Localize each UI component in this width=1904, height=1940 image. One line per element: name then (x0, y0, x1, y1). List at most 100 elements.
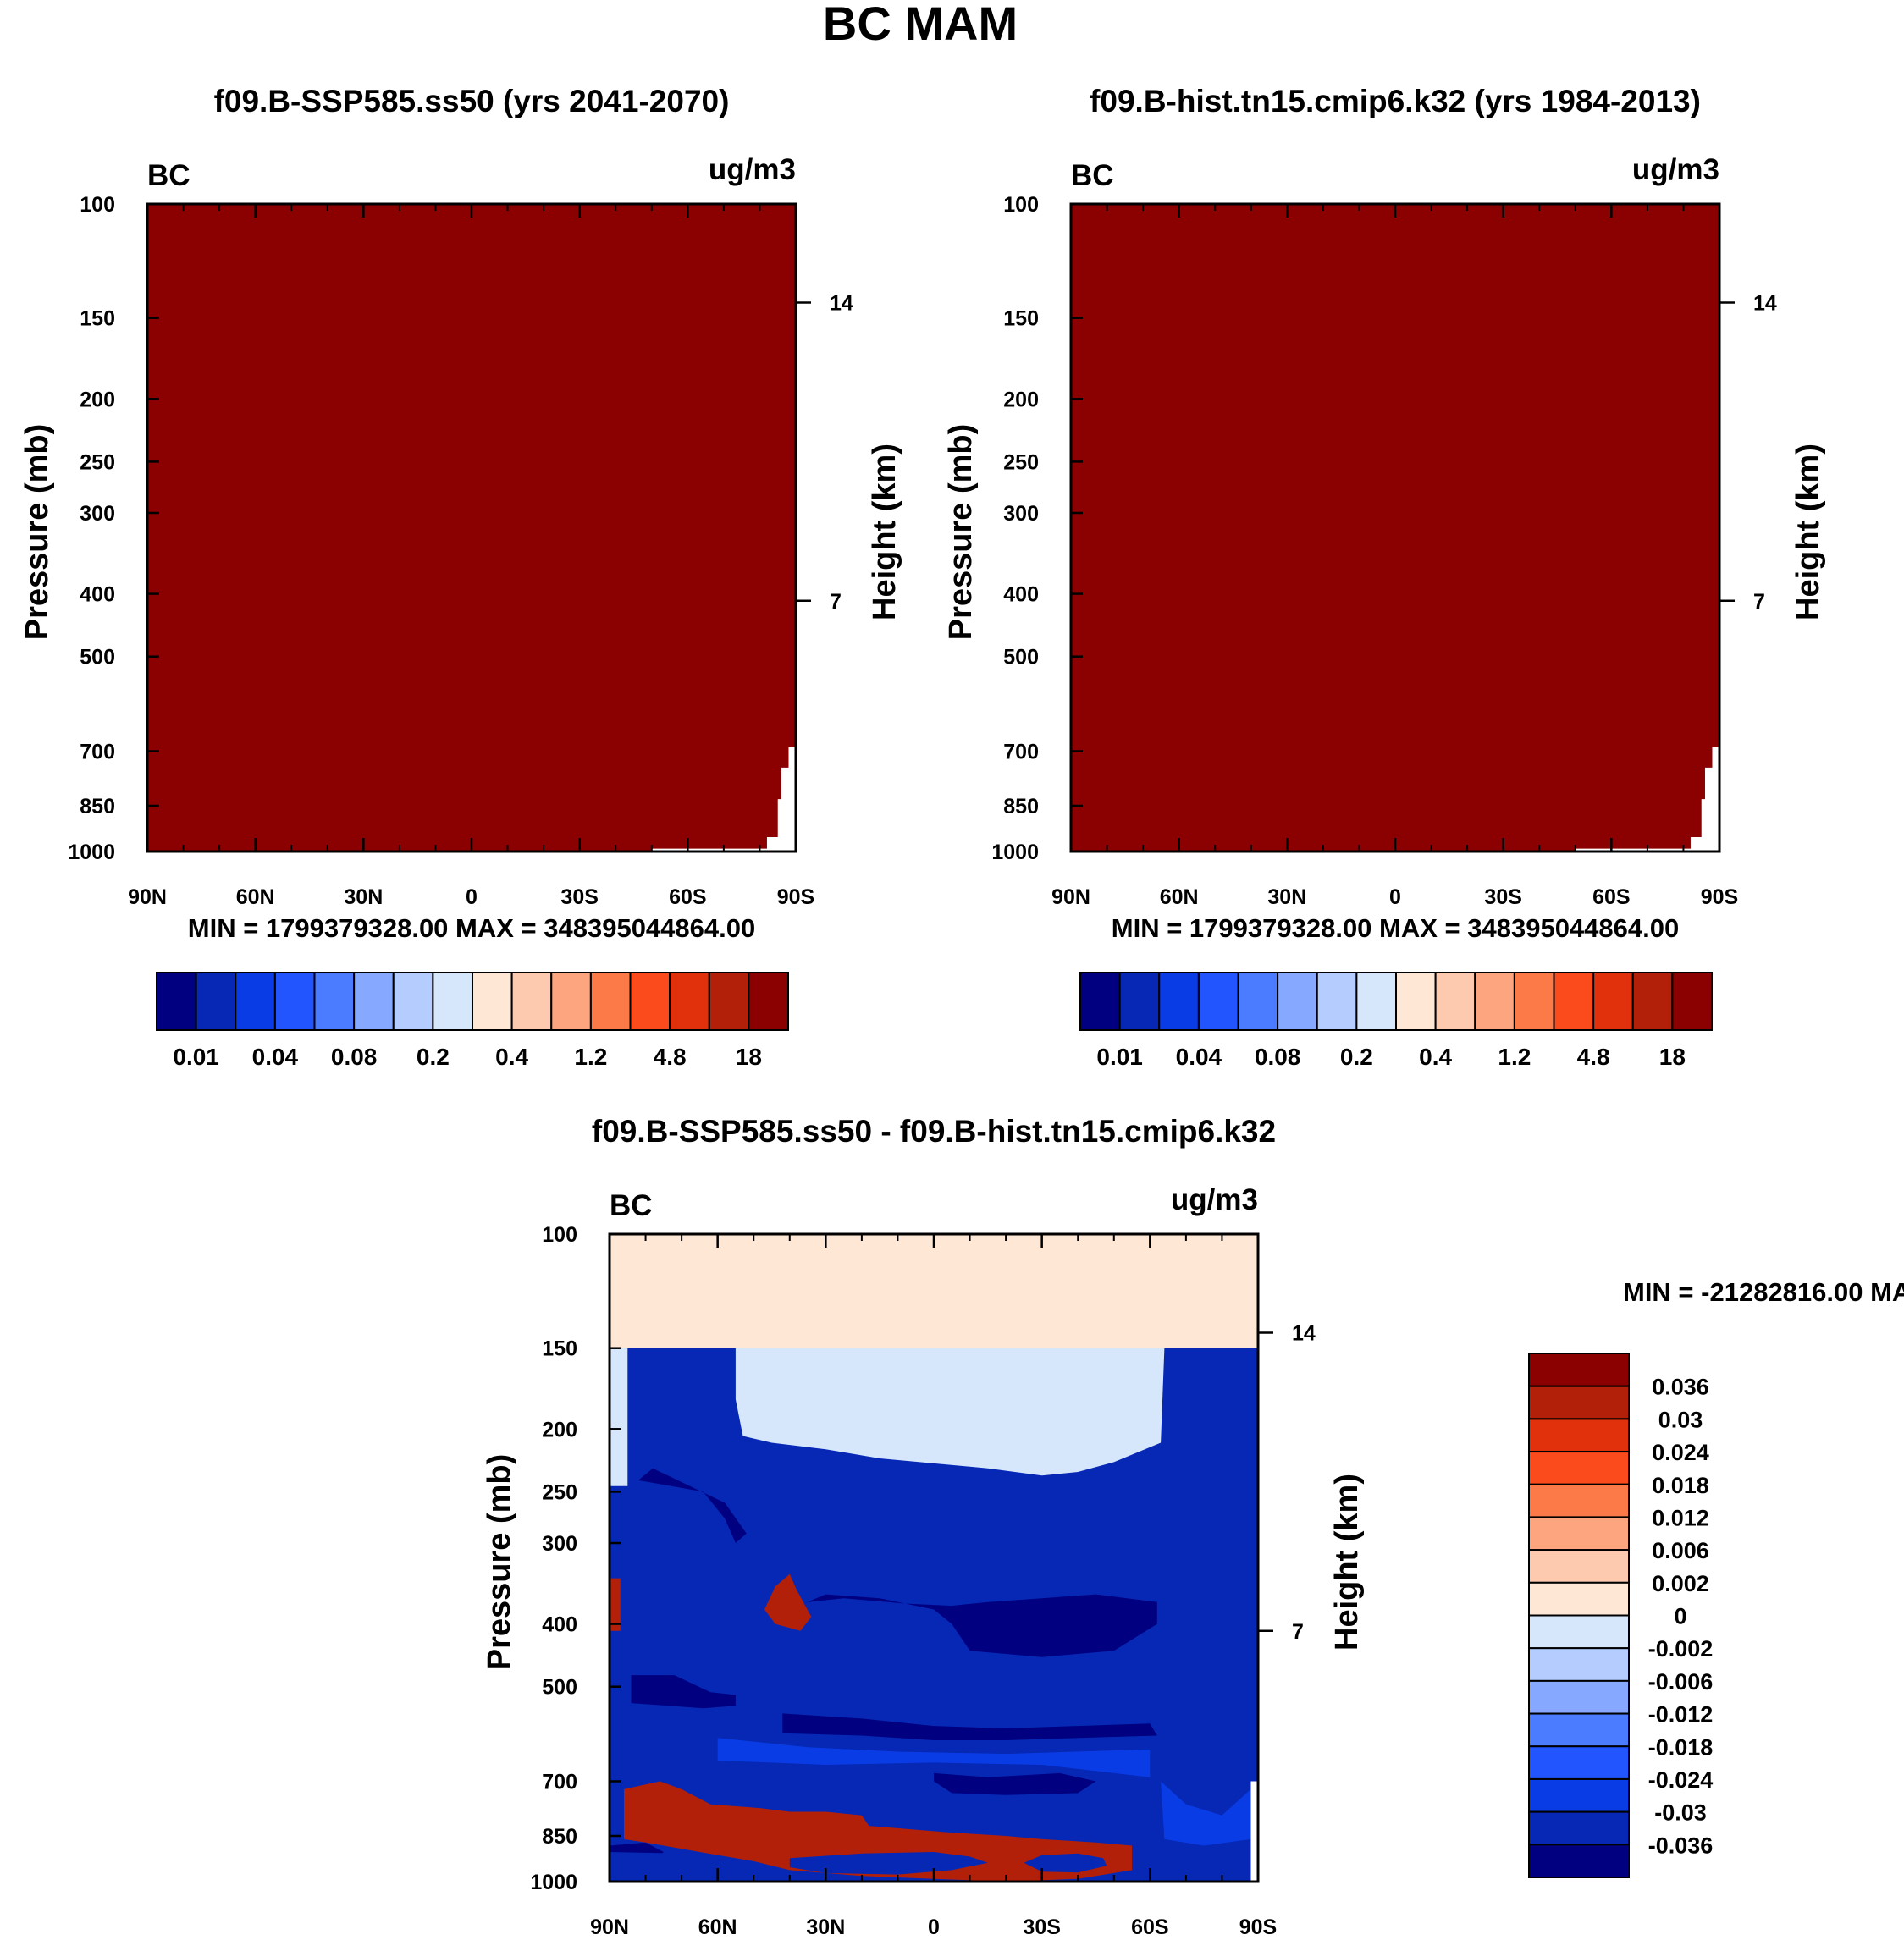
colorbar-box (1528, 1353, 1630, 1387)
x-tick-label: 60N (698, 1915, 737, 1939)
contour-dark-patch (631, 1675, 736, 1709)
colorbar-box (1079, 972, 1121, 1031)
colorbar-label: 0.04 (252, 1044, 299, 1070)
y-tick-label: 200 (542, 1418, 577, 1441)
colorbar-label: 0.01 (173, 1044, 219, 1070)
y-tick-label: 300 (80, 502, 115, 526)
contour-light-polar (610, 1348, 628, 1486)
y-tick-label: 500 (80, 646, 115, 670)
y-tick-label: 400 (1003, 583, 1039, 607)
colorbar-box (195, 972, 237, 1031)
colorbar-box (1528, 1647, 1630, 1682)
min-max-label: MIN = 1799379328.00 MAX = 348395044864.0… (1112, 913, 1679, 943)
colorbar-label: 0.002 (1652, 1571, 1709, 1596)
contour-positive-patch (624, 1781, 1133, 1882)
colorbar-box (1434, 972, 1476, 1031)
x-tick-label: 90N (590, 1915, 629, 1939)
panel-title: f09.B-SSP585.ss50 - f09.B-hist.tn15.cmip… (592, 1114, 1276, 1149)
colorbar-box (1158, 972, 1200, 1031)
colorbar-label: 0.012 (1652, 1505, 1709, 1530)
colorbar-box (1528, 1777, 1630, 1813)
colorbar-label: -0.002 (1648, 1636, 1714, 1662)
colorbar-box (1631, 972, 1674, 1031)
colorbar-box (353, 972, 395, 1031)
colorbar-difference: 0.036 0.03 0.024 0.018 0.012 0.006 0.002 0 -0.00… (1528, 1353, 1714, 1878)
left-string: BC (147, 159, 190, 192)
colorbars: 0.01 0.04 0.08 0.2 0.4 1.2 4.8 18 0.01 0.04 0.08 0.… (156, 972, 1714, 1878)
colorbar-label: 0.04 (1176, 1044, 1222, 1070)
left-string: BC (1071, 159, 1114, 192)
x-tick-label: 0 (928, 1915, 940, 1939)
colorbar-box (589, 972, 632, 1031)
contour-dark-patch (789, 1594, 1157, 1657)
y-tick-label: 150 (542, 1337, 577, 1361)
contour-mid-patch (717, 1738, 1151, 1777)
x-tick-label: 90S (777, 885, 814, 909)
panel-2: 100 150 200 250 300 400 500 700 850 1000 14 7 90N 60N… (943, 84, 1826, 943)
colorbar-box (1528, 1549, 1630, 1584)
colorbar-label: -0.03 (1654, 1800, 1707, 1826)
height-tick-label: 7 (830, 590, 842, 614)
colorbar-label: 0.2 (417, 1044, 450, 1070)
panel-title: f09.B-hist.tn15.cmip6.k32 (yrs 1984-2013… (1090, 84, 1701, 118)
height-tick-label: 14 (1753, 292, 1777, 316)
colorbar-box (1474, 972, 1515, 1031)
y-tick-label: 850 (542, 1825, 577, 1849)
colorbar-box (1513, 972, 1555, 1031)
colorbar-label: 0.4 (495, 1044, 528, 1070)
colorbar-box (1528, 1483, 1630, 1518)
colorbar-box (313, 972, 356, 1031)
colorbar-label: 1.2 (574, 1044, 607, 1070)
x-tick-label: 0 (466, 885, 477, 909)
colorbar-box (432, 972, 473, 1031)
colorbar-label: 0.01 (1096, 1044, 1143, 1070)
height-tick-label: 7 (1292, 1620, 1304, 1644)
colorbar-box (1528, 1679, 1630, 1715)
y-axis-right-label: Height (km) (867, 444, 902, 620)
colorbar-label: 0 (1674, 1604, 1686, 1629)
colorbar-box (1355, 972, 1397, 1031)
colorbar-box (273, 972, 316, 1031)
y-tick-label: 150 (1003, 307, 1039, 331)
x-tick-label: 90S (1701, 885, 1738, 909)
height-tick-label: 7 (1753, 590, 1765, 614)
y-tick-label: 100 (80, 193, 115, 217)
colorbar-box (156, 972, 197, 1031)
colorbar-box (1592, 972, 1634, 1031)
y-tick-label: 1000 (991, 840, 1039, 864)
missing-data (1250, 1781, 1258, 1882)
colorbar-box (1528, 1844, 1630, 1878)
x-tick-label: 30N (1267, 885, 1306, 909)
colorbar-label: 0.018 (1652, 1473, 1709, 1498)
contour-band-top (610, 1234, 1258, 1348)
x-tick-label: 90S (1239, 1915, 1277, 1939)
x-tick-label: 30S (560, 885, 598, 909)
colorbar-box (1528, 1581, 1630, 1617)
contour-hole (610, 1852, 718, 1882)
colorbar-label: 4.8 (1577, 1044, 1610, 1070)
contour-mid-patch (1161, 1781, 1251, 1846)
colorbar-label: -0.036 (1648, 1833, 1714, 1858)
left-string: BC (610, 1189, 653, 1222)
y-tick-label: 700 (542, 1771, 577, 1794)
x-tick-label: 30S (1484, 885, 1521, 909)
colorbar-label: -0.018 (1648, 1734, 1714, 1760)
contour-positive-patch (764, 1573, 812, 1631)
x-tick-label: 60S (669, 885, 706, 909)
contour-positive-patch (610, 1578, 621, 1631)
y-tick-label: 250 (80, 450, 115, 474)
y-tick-label: 400 (80, 583, 115, 607)
x-tick-label: 30N (806, 1915, 845, 1939)
colorbar-label: 18 (1659, 1044, 1686, 1070)
y-tick-label: 150 (80, 307, 115, 331)
colorbar-box (1277, 972, 1318, 1031)
colorbar-box (472, 972, 513, 1031)
y-tick-label: 500 (1003, 646, 1039, 670)
y-tick-label: 1000 (68, 840, 115, 864)
height-tick-label: 14 (1292, 1322, 1316, 1346)
colorbar-label: -0.024 (1648, 1767, 1714, 1793)
colorbar-box (1528, 1614, 1630, 1650)
contour-dark-patch (934, 1772, 1096, 1795)
panel-title: f09.B-SSP585.ss50 (yrs 2041-2070) (214, 84, 730, 118)
